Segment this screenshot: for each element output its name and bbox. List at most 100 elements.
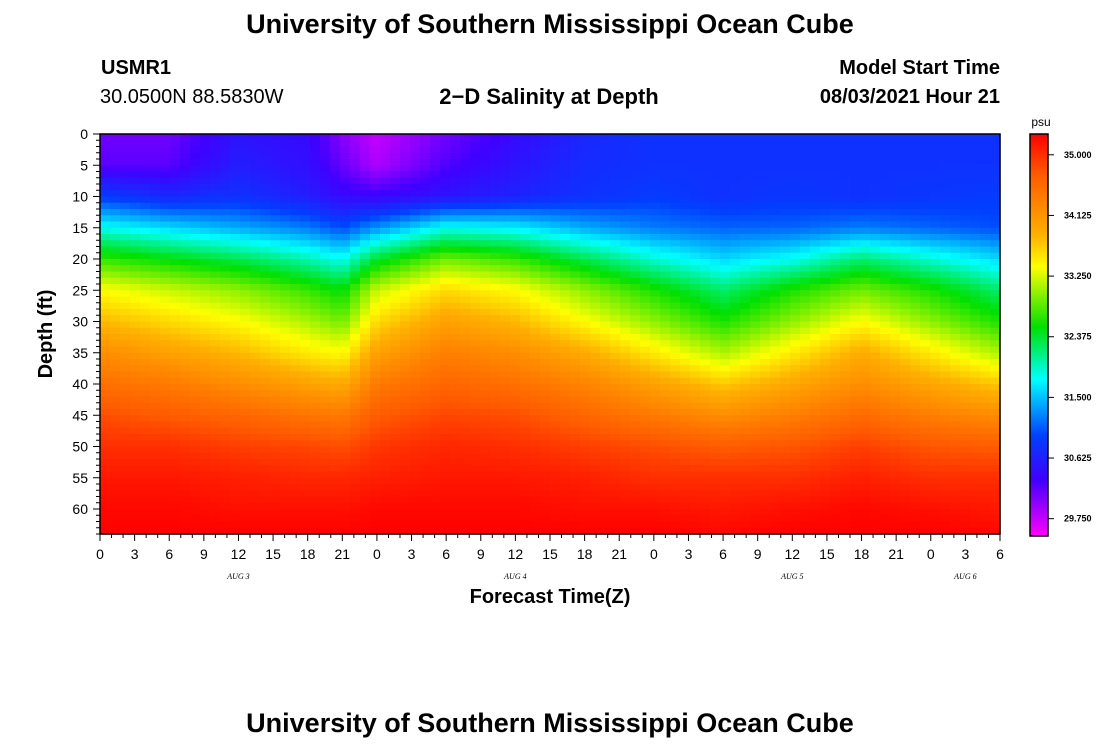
heatmap-cell bbox=[940, 234, 951, 241]
heatmap-cell bbox=[320, 146, 331, 154]
heatmap-cell bbox=[570, 384, 581, 391]
heatmap-cell bbox=[440, 459, 451, 466]
heatmap-cell bbox=[670, 265, 681, 273]
heatmap-cell bbox=[890, 227, 901, 235]
heatmap-cell bbox=[820, 359, 831, 366]
heatmap-cell bbox=[580, 377, 591, 385]
heatmap-cell bbox=[270, 240, 281, 248]
heatmap-cell bbox=[740, 421, 751, 429]
heatmap-cell bbox=[290, 227, 301, 235]
heatmap-cell bbox=[900, 190, 911, 198]
heatmap-cell bbox=[830, 465, 841, 473]
heatmap-cell bbox=[220, 390, 231, 398]
heatmap-cell bbox=[760, 184, 771, 191]
heatmap-cell bbox=[880, 271, 891, 279]
heatmap-cell bbox=[930, 340, 941, 348]
heatmap-cell bbox=[890, 459, 901, 466]
heatmap-cell bbox=[120, 421, 131, 429]
heatmap-cell bbox=[250, 365, 261, 373]
heatmap-cell bbox=[120, 202, 131, 210]
heatmap-cell bbox=[220, 365, 231, 373]
heatmap-cell bbox=[870, 227, 881, 235]
heatmap-cell bbox=[930, 271, 941, 279]
heatmap-cell bbox=[760, 440, 771, 448]
heatmap-cell bbox=[910, 377, 921, 385]
heatmap-cell bbox=[290, 421, 301, 429]
heatmap-cell bbox=[900, 159, 911, 166]
heatmap-cell bbox=[260, 196, 271, 204]
heatmap-cell bbox=[930, 409, 941, 416]
heatmap-cell bbox=[470, 359, 481, 366]
heatmap-cell bbox=[590, 277, 601, 285]
heatmap-cell bbox=[450, 184, 461, 191]
heatmap-cell bbox=[680, 265, 691, 273]
heatmap-cell bbox=[720, 452, 731, 460]
heatmap-cell bbox=[170, 290, 181, 298]
heatmap-cell bbox=[790, 384, 801, 391]
heatmap-cell bbox=[120, 227, 131, 235]
heatmap-cell bbox=[300, 202, 311, 210]
heatmap-cell bbox=[710, 277, 721, 285]
heatmap-cell bbox=[140, 446, 151, 454]
heatmap-cell bbox=[620, 259, 631, 266]
heatmap-cell bbox=[230, 309, 241, 316]
heatmap-cell bbox=[670, 240, 681, 248]
heatmap-cell bbox=[510, 440, 521, 448]
heatmap-cell bbox=[650, 277, 661, 285]
heatmap-cell bbox=[170, 371, 181, 379]
heatmap-cell bbox=[560, 359, 571, 366]
heatmap-cell bbox=[200, 184, 211, 191]
heatmap-cell bbox=[930, 196, 941, 204]
heatmap-cell bbox=[720, 240, 731, 248]
heatmap-cell bbox=[340, 146, 351, 154]
heatmap-cell bbox=[530, 290, 541, 298]
heatmap-cell bbox=[110, 246, 121, 254]
heatmap-cell bbox=[650, 459, 661, 466]
heatmap-cell bbox=[570, 471, 581, 479]
heatmap-cell bbox=[530, 334, 541, 341]
heatmap-cell bbox=[310, 177, 321, 185]
heatmap-cell bbox=[880, 240, 891, 248]
heatmap-cell bbox=[490, 296, 501, 304]
heatmap-cell bbox=[810, 259, 821, 266]
heatmap-cell bbox=[450, 321, 461, 329]
heatmap-cell bbox=[130, 271, 141, 279]
heatmap-cell bbox=[770, 352, 781, 360]
heatmap-cell bbox=[630, 327, 641, 335]
heatmap-cell bbox=[310, 434, 321, 441]
heatmap-cell bbox=[440, 402, 451, 410]
heatmap-cell bbox=[170, 321, 181, 329]
heatmap-cell bbox=[830, 315, 841, 323]
heatmap-cell bbox=[720, 396, 731, 404]
heatmap-cell bbox=[630, 359, 641, 366]
heatmap-cell bbox=[150, 184, 161, 191]
heatmap-cell bbox=[700, 365, 711, 373]
heatmap-cell bbox=[140, 421, 151, 429]
heatmap-cell bbox=[510, 427, 521, 435]
heatmap-cell bbox=[110, 265, 121, 273]
heatmap-cell bbox=[140, 415, 151, 423]
heatmap-cell bbox=[670, 171, 681, 179]
heatmap-cell bbox=[570, 365, 581, 373]
heatmap-cell bbox=[420, 209, 431, 216]
heatmap-cell bbox=[380, 340, 391, 348]
heatmap-cell bbox=[250, 402, 261, 410]
heatmap-cell bbox=[300, 315, 311, 323]
heatmap-cell bbox=[680, 227, 691, 235]
heatmap-cell bbox=[100, 471, 111, 479]
heatmap-cell bbox=[390, 321, 401, 329]
heatmap-cell bbox=[150, 309, 161, 316]
heatmap-cell bbox=[790, 409, 801, 416]
heatmap-cell bbox=[670, 277, 681, 285]
heatmap-cell bbox=[930, 284, 941, 291]
heatmap-cell bbox=[770, 359, 781, 366]
heatmap-cell bbox=[820, 409, 831, 416]
heatmap-cell bbox=[180, 477, 191, 485]
heatmap-cell bbox=[100, 165, 111, 173]
heatmap-cell bbox=[500, 140, 511, 148]
heatmap-cell bbox=[720, 390, 731, 398]
heatmap-cell bbox=[450, 371, 461, 379]
heatmap-cell bbox=[400, 340, 411, 348]
heatmap-cell bbox=[780, 227, 791, 235]
heatmap-cell bbox=[470, 302, 481, 310]
